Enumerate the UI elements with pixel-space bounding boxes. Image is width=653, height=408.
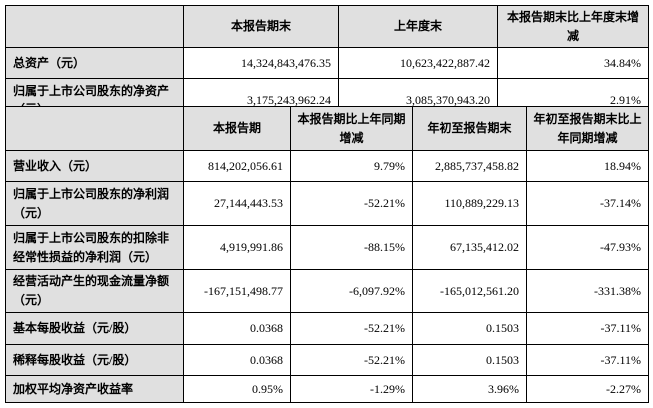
revenue-period-change: 9.79%	[290, 150, 413, 182]
net-profit-ytd: 110,889,229.13	[412, 181, 527, 226]
diluted-eps-ytd: 0.1503	[412, 344, 527, 376]
header-period-change: 本报告期比上年同期增减	[290, 106, 413, 151]
row-label-deducted-net-profit: 归属于上市公司股东的扣除非经常性损益的净利润（元）	[5, 225, 184, 270]
operating-cash-flow-period-change: -6,097.92%	[290, 269, 413, 313]
header-ytd: 年初至报告期末	[412, 106, 527, 151]
table-row: 稀释每股收益（元/股） 0.0368 -52.21% 0.1503 -37.11…	[5, 344, 649, 376]
revenue-period: 814,202,056.61	[183, 150, 291, 182]
operating-cash-flow-ytd: -165,012,561.20	[412, 269, 527, 313]
row-label-net-profit: 归属于上市公司股东的净利润（元）	[5, 181, 184, 226]
operating-cash-flow-ytd-change: -331.38%	[526, 269, 649, 313]
header-blank-cell	[5, 4, 184, 49]
table-row: 经营活动产生的现金流量净额（元） -167,151,498.77 -6,097.…	[5, 269, 649, 313]
header-prior-year-end: 上年度末	[338, 4, 498, 49]
net-profit-period: 27,144,443.53	[183, 181, 291, 226]
total-assets-current: 14,324,843,476.35	[183, 47, 339, 80]
table-header-row: 本报告期末 上年度末 本报告期末比上年度末增减	[5, 4, 649, 49]
basic-eps-period-change: -52.21%	[290, 312, 413, 345]
row-label-revenue: 营业收入（元）	[5, 150, 184, 182]
net-profit-ytd-change: -37.14%	[526, 181, 649, 226]
income-data-table: 本报告期 本报告期比上年同期增减 年初至报告期末 年初至报告期末比上年同期增减 …	[5, 106, 649, 403]
header-blank-cell	[5, 106, 184, 151]
basic-eps-period: 0.0368	[183, 312, 291, 345]
row-label-basic-eps: 基本每股收益（元/股）	[5, 312, 184, 345]
weighted-roe-period-change: -1.29%	[290, 375, 413, 403]
diluted-eps-ytd-change: -37.11%	[526, 344, 649, 376]
table-row: 加权平均净资产收益率 0.95% -1.29% 3.96% -2.27%	[5, 375, 649, 403]
deducted-net-profit-period-change: -88.15%	[290, 225, 413, 270]
diluted-eps-period-change: -52.21%	[290, 344, 413, 376]
header-change-vs-prior-year-end: 本报告期末比上年度末增减	[497, 4, 649, 49]
header-ytd-change: 年初至报告期末比上年同期增减	[526, 106, 649, 151]
weighted-roe-ytd: 3.96%	[412, 375, 527, 403]
total-assets-prior: 10,623,422,887.42	[338, 47, 498, 80]
net-profit-period-change: -52.21%	[290, 181, 413, 226]
deducted-net-profit-ytd-change: -47.93%	[526, 225, 649, 270]
total-assets-change: 34.84%	[497, 47, 649, 80]
operating-cash-flow-period: -167,151,498.77	[183, 269, 291, 313]
table-row: 基本每股收益（元/股） 0.0368 -52.21% 0.1503 -37.11…	[5, 312, 649, 345]
table-row: 营业收入（元） 814,202,056.61 9.79% 2,885,737,4…	[5, 150, 649, 182]
table-header-row: 本报告期 本报告期比上年同期增减 年初至报告期末 年初至报告期末比上年同期增减	[5, 106, 649, 151]
deducted-net-profit-period: 4,919,991.86	[183, 225, 291, 270]
weighted-roe-period: 0.95%	[183, 375, 291, 403]
basic-eps-ytd-change: -37.11%	[526, 312, 649, 345]
revenue-ytd: 2,885,737,458.82	[412, 150, 527, 182]
diluted-eps-period: 0.0368	[183, 344, 291, 376]
weighted-roe-ytd-change: -2.27%	[526, 375, 649, 403]
deducted-net-profit-ytd: 67,135,412.02	[412, 225, 527, 270]
row-label-operating-cash-flow: 经营活动产生的现金流量净额（元）	[5, 269, 184, 313]
revenue-ytd-change: 18.94%	[526, 150, 649, 182]
table-row: 归属于上市公司股东的扣除非经常性损益的净利润（元） 4,919,991.86 -…	[5, 225, 649, 270]
header-current-period-end: 本报告期末	[183, 4, 339, 49]
row-label-diluted-eps: 稀释每股收益（元/股）	[5, 344, 184, 376]
row-label-total-assets: 总资产（元）	[5, 47, 184, 80]
balance-data-table: 本报告期末 上年度末 本报告期末比上年度末增减 总资产（元） 14,324,84…	[5, 4, 649, 123]
table-row: 归属于上市公司股东的净利润（元） 27,144,443.53 -52.21% 1…	[5, 181, 649, 226]
table-row: 总资产（元） 14,324,843,476.35 10,623,422,887.…	[5, 47, 649, 80]
basic-eps-ytd: 0.1503	[412, 312, 527, 345]
header-current-period: 本报告期	[183, 106, 291, 151]
row-label-weighted-roe: 加权平均净资产收益率	[5, 375, 184, 403]
